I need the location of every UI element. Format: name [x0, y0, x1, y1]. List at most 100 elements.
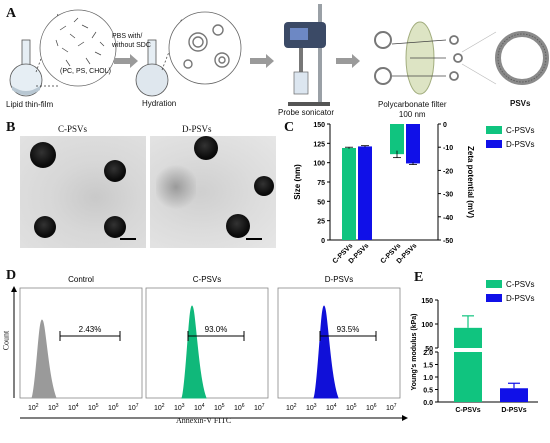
e-legend-label: C-PSVs: [506, 280, 534, 289]
panel-b-letter: B: [6, 120, 16, 135]
e-legend-swatch: [486, 294, 502, 302]
flow-x-tick-label: 105: [346, 403, 357, 412]
c-left-tick-label: 125: [313, 141, 325, 148]
flow-plot-title: Control: [68, 275, 94, 284]
tem-title-d: D-PSVs: [182, 124, 212, 134]
flow-plot-frame: [277, 287, 401, 399]
e-axis-label: Young's modulus (kPa): [411, 314, 418, 391]
arrow-icon-3: [336, 54, 360, 68]
flow-x-tick-label: 104: [68, 403, 79, 412]
lipid-molecules-icon: [55, 17, 105, 67]
c-left-tick-label: 150: [313, 122, 325, 129]
flow-x-tick-label: 102: [154, 403, 165, 412]
flow-cytometry-plots: Control 2.43% 102 103 104 105 106 107 C-PSVs 93.0…: [11, 275, 408, 421]
flow-histogram: [313, 305, 339, 399]
c-legend-swatch: [486, 126, 502, 134]
e-legend-label: D-PSVs: [506, 294, 534, 303]
round-flask-2-icon: [135, 39, 169, 97]
flow-x-tick-label: 107: [386, 403, 397, 412]
label-filter: Polycarbonate filter 100 nm: [378, 100, 447, 119]
flow-x-tick-label: 106: [234, 403, 245, 412]
flow-x-tick-label: 104: [326, 403, 337, 412]
flow-xlabel: Annexin-V FITC: [176, 416, 232, 425]
c-bar-d-psvs-zeta: [406, 124, 420, 164]
tem-image-d-psvs: [150, 136, 276, 248]
c-right-tick-label: -20: [443, 168, 453, 175]
c-left-tick-label: 25: [317, 219, 325, 226]
label-lipids: (PC, PS, CHOL): [60, 68, 111, 75]
e-x-tick-label: C-PSVs: [455, 407, 480, 414]
flow-x-tick-label: 106: [108, 403, 119, 412]
flow-x-tick-label: 107: [128, 403, 139, 412]
c-right-tick-label: -50: [443, 238, 453, 245]
c-legend-label: C-PSVs: [506, 126, 534, 135]
e-tick-label: 100: [421, 322, 433, 329]
flow-x-tick-label: 103: [48, 403, 59, 412]
flow-plot-title: D-PSVs: [325, 275, 353, 284]
probe-sonicator-icon: [284, 4, 330, 106]
flow-histogram: [31, 319, 57, 399]
e-tick-label: 1.5: [423, 363, 433, 370]
c-bar-c-psvs-zeta: [390, 124, 404, 155]
label-thin-film: Lipid thin-film: [6, 100, 54, 109]
arrow-head-icon: [11, 286, 17, 292]
label-buffer: PBS with/ without SDC: [112, 33, 151, 49]
flow-x-tick-label: 105: [214, 403, 225, 412]
c-right-tick-label: -10: [443, 145, 453, 152]
c-legend-label: D-PSVs: [506, 140, 534, 149]
flow-x-tick-label: 103: [306, 403, 317, 412]
flow-gate-value: 93.5%: [337, 325, 360, 334]
arrow-icon-1: [114, 54, 138, 68]
c-left-tick-label: 100: [313, 161, 325, 168]
chart-e-youngs-modulus: 0.0 0.5 1.0 1.5 2.050 100 150 Young's modulus (…: [411, 280, 538, 414]
c-left-tick-label: 75: [317, 180, 325, 187]
flow-x-tick-label: 104: [194, 403, 205, 412]
e-tick-label: 0.0: [423, 400, 433, 407]
flow-x-tick-label: 103: [174, 403, 185, 412]
tem-title-c: C-PSVs: [58, 124, 88, 134]
panel-d-letter: D: [6, 268, 17, 283]
flow-x-tick-label: 107: [254, 403, 265, 412]
label-hydration: Hydration: [142, 99, 177, 108]
flow-gate-value: 2.43%: [79, 325, 102, 334]
lipid-zoom-circle: [39, 9, 117, 87]
c-left-axis-label: Size (nm): [293, 164, 302, 200]
c-left-tick-label: 50: [317, 199, 325, 206]
flow-plot-frame: [145, 287, 269, 399]
flow-x-tick-label: 106: [366, 403, 377, 412]
flow-histogram: [181, 305, 207, 399]
c-bar-c-psvs-size: [342, 147, 356, 240]
e-bar-d-psvs: [500, 388, 528, 402]
e-bar-c-psvs-upper: [454, 327, 482, 348]
multilamellar-vesicles-icon: [183, 24, 230, 69]
c-right-tick-label: -30: [443, 192, 453, 199]
e-x-tick-label: D-PSVs: [501, 407, 526, 414]
flow-x-tick-label: 105: [88, 403, 99, 412]
e-tick-label: 2.0: [423, 350, 433, 357]
c-right-tick-label: -40: [443, 215, 453, 222]
chart-c-size-zeta: 0 25 50 75 100 125 150 0 -10 -20 -30 -40 -50 Size (nm…: [293, 122, 534, 265]
e-tick-label: 1.0: [423, 375, 433, 382]
e-tick-label: 0.5: [423, 388, 433, 395]
e-bar-c-psvs-lower: [454, 352, 482, 402]
panel-e-letter: E: [414, 270, 424, 285]
flow-x-tick-label: 102: [286, 403, 297, 412]
e-tick-label: 50: [425, 346, 433, 353]
c-right-axis-label: Zeta potential (mV): [466, 146, 475, 218]
arrow-icon-2: [250, 54, 274, 68]
polycarbonate-filter-icon: [374, 21, 463, 95]
panel-a-letter: A: [6, 6, 17, 21]
flow-x-tick-label: 102: [28, 403, 39, 412]
panel-c-letter: C: [284, 120, 295, 135]
tem-image-c-psvs: [20, 136, 146, 248]
label-sonicator: Probe sonicator: [278, 108, 335, 117]
round-flask-1-icon: [9, 39, 43, 97]
c-legend-swatch: [486, 140, 502, 148]
c-right-tick-label: 0: [443, 122, 447, 129]
e-tick-label: 150: [421, 298, 433, 305]
arrow-head-icon: [402, 415, 408, 421]
c-bar-d-psvs-size: [358, 146, 372, 240]
e-legend-swatch: [486, 280, 502, 288]
flow-plot-title: C-PSVs: [193, 275, 221, 284]
c-left-tick-label: 0: [321, 238, 325, 245]
